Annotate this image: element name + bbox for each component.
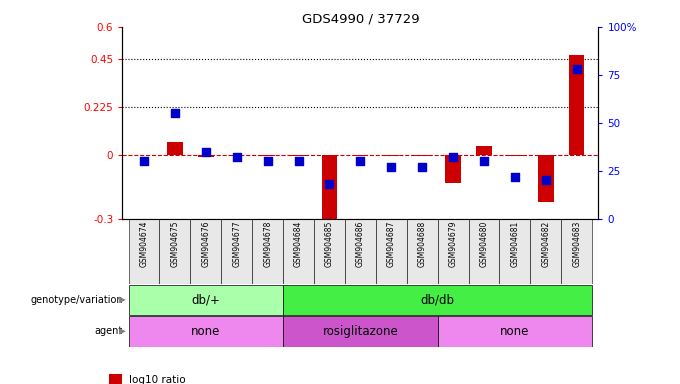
Text: none: none (500, 325, 530, 338)
Text: agent: agent (95, 326, 123, 336)
Text: GSM904674: GSM904674 (139, 221, 148, 267)
Text: GSM904683: GSM904683 (573, 221, 581, 267)
Bar (384, 155, 399, 156)
FancyBboxPatch shape (283, 285, 592, 315)
Bar (569, 55, 585, 155)
FancyBboxPatch shape (283, 316, 438, 346)
Title: GDS4990 / 37729: GDS4990 / 37729 (302, 13, 419, 26)
Point (571, 66, 582, 72)
FancyBboxPatch shape (561, 219, 592, 284)
Text: GSM904678: GSM904678 (263, 221, 272, 267)
FancyBboxPatch shape (283, 219, 314, 284)
FancyBboxPatch shape (500, 219, 530, 284)
Point (139, 158, 150, 164)
Text: log10 ratio: log10 ratio (129, 375, 186, 384)
Point (509, 174, 520, 180)
FancyBboxPatch shape (407, 219, 438, 284)
Bar (229, 155, 245, 156)
Point (169, 110, 180, 116)
Bar (353, 155, 368, 156)
Point (479, 158, 490, 164)
Text: GSM904688: GSM904688 (418, 221, 427, 267)
FancyBboxPatch shape (314, 219, 345, 284)
Text: GSM904680: GSM904680 (479, 221, 488, 267)
FancyBboxPatch shape (345, 219, 376, 284)
Text: GSM904686: GSM904686 (356, 221, 365, 267)
Point (293, 158, 304, 164)
Bar (109, 374, 122, 384)
Bar (445, 155, 461, 183)
Bar (538, 155, 554, 202)
Text: GSM904681: GSM904681 (511, 221, 520, 267)
Point (541, 177, 551, 184)
FancyBboxPatch shape (438, 219, 469, 284)
Text: GSM904676: GSM904676 (201, 221, 210, 267)
Text: GSM904687: GSM904687 (387, 221, 396, 267)
Bar (476, 146, 492, 155)
Bar (198, 155, 214, 157)
Point (231, 154, 242, 161)
FancyBboxPatch shape (160, 219, 190, 284)
Bar (260, 155, 275, 156)
FancyBboxPatch shape (129, 316, 283, 346)
Point (417, 164, 428, 170)
FancyBboxPatch shape (376, 219, 407, 284)
FancyBboxPatch shape (469, 219, 500, 284)
FancyBboxPatch shape (129, 219, 160, 284)
Bar (167, 142, 183, 155)
FancyBboxPatch shape (129, 285, 283, 315)
Bar (415, 155, 430, 156)
Text: GSM904682: GSM904682 (541, 221, 550, 267)
FancyBboxPatch shape (221, 219, 252, 284)
Point (324, 181, 335, 187)
Bar (322, 155, 337, 223)
Text: GSM904675: GSM904675 (171, 221, 180, 267)
Text: GSM904684: GSM904684 (294, 221, 303, 267)
Point (386, 164, 396, 170)
Text: GSM904679: GSM904679 (449, 221, 458, 267)
Point (201, 149, 211, 155)
FancyBboxPatch shape (252, 219, 283, 284)
FancyBboxPatch shape (530, 219, 561, 284)
Text: db/+: db/+ (191, 293, 220, 306)
Text: GSM904677: GSM904677 (233, 221, 241, 267)
Point (262, 158, 273, 164)
Point (447, 154, 458, 161)
Bar (507, 155, 523, 156)
Text: genotype/variation: genotype/variation (31, 295, 123, 305)
FancyBboxPatch shape (438, 316, 592, 346)
Point (355, 158, 366, 164)
Text: rosiglitazone: rosiglitazone (322, 325, 398, 338)
Bar (291, 155, 306, 156)
Text: db/db: db/db (421, 293, 455, 306)
FancyBboxPatch shape (190, 219, 221, 284)
Text: none: none (191, 325, 220, 338)
Text: GSM904685: GSM904685 (325, 221, 334, 267)
